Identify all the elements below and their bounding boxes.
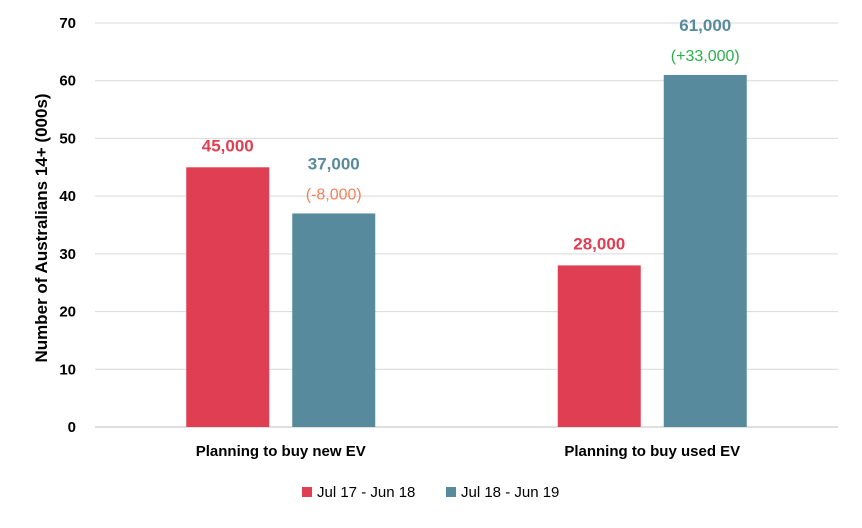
data-labels: 45,000 (-8,000) 37,000 28,000 (+33,000) 61,00… [202,16,740,253]
y-tick-label: 40 [59,188,76,205]
y-axis-label: Number of Australians 14+ (000s) [32,93,51,362]
y-tick-label: 10 [59,361,76,378]
legend-label: Jul 17 - Jun 18 [317,484,415,501]
legend: Jul 17 - Jun 18 Jul 18 - Jun 19 [302,484,559,501]
bar [663,74,747,427]
change-label: (+33,000) [671,48,740,65]
legend-label: Jul 18 - Jun 19 [461,484,559,501]
bar [557,265,641,427]
y-tick-label: 30 [59,246,76,263]
bar [186,167,270,428]
x-axis-categories: Planning to buy new EV Planning to buy us… [196,443,740,460]
change-label: (-8,000) [306,186,362,203]
bar [292,213,376,427]
y-tick-label: 70 [59,15,76,32]
legend-swatch [446,487,456,497]
y-tick-label: 0 [68,419,76,436]
legend-swatch [302,487,312,497]
y-axis-ticks: 0 10 20 30 40 50 60 70 [59,15,76,436]
bars [186,74,747,428]
value-label: 28,000 [573,234,625,253]
value-label: 37,000 [308,154,360,173]
x-category-label: Planning to buy used EV [564,443,740,460]
value-label: 45,000 [202,136,254,155]
y-tick-label: 20 [59,304,76,321]
value-label: 61,000 [679,16,731,35]
x-category-label: Planning to buy new EV [196,443,366,460]
y-tick-label: 50 [59,130,76,147]
y-tick-label: 60 [59,73,76,90]
